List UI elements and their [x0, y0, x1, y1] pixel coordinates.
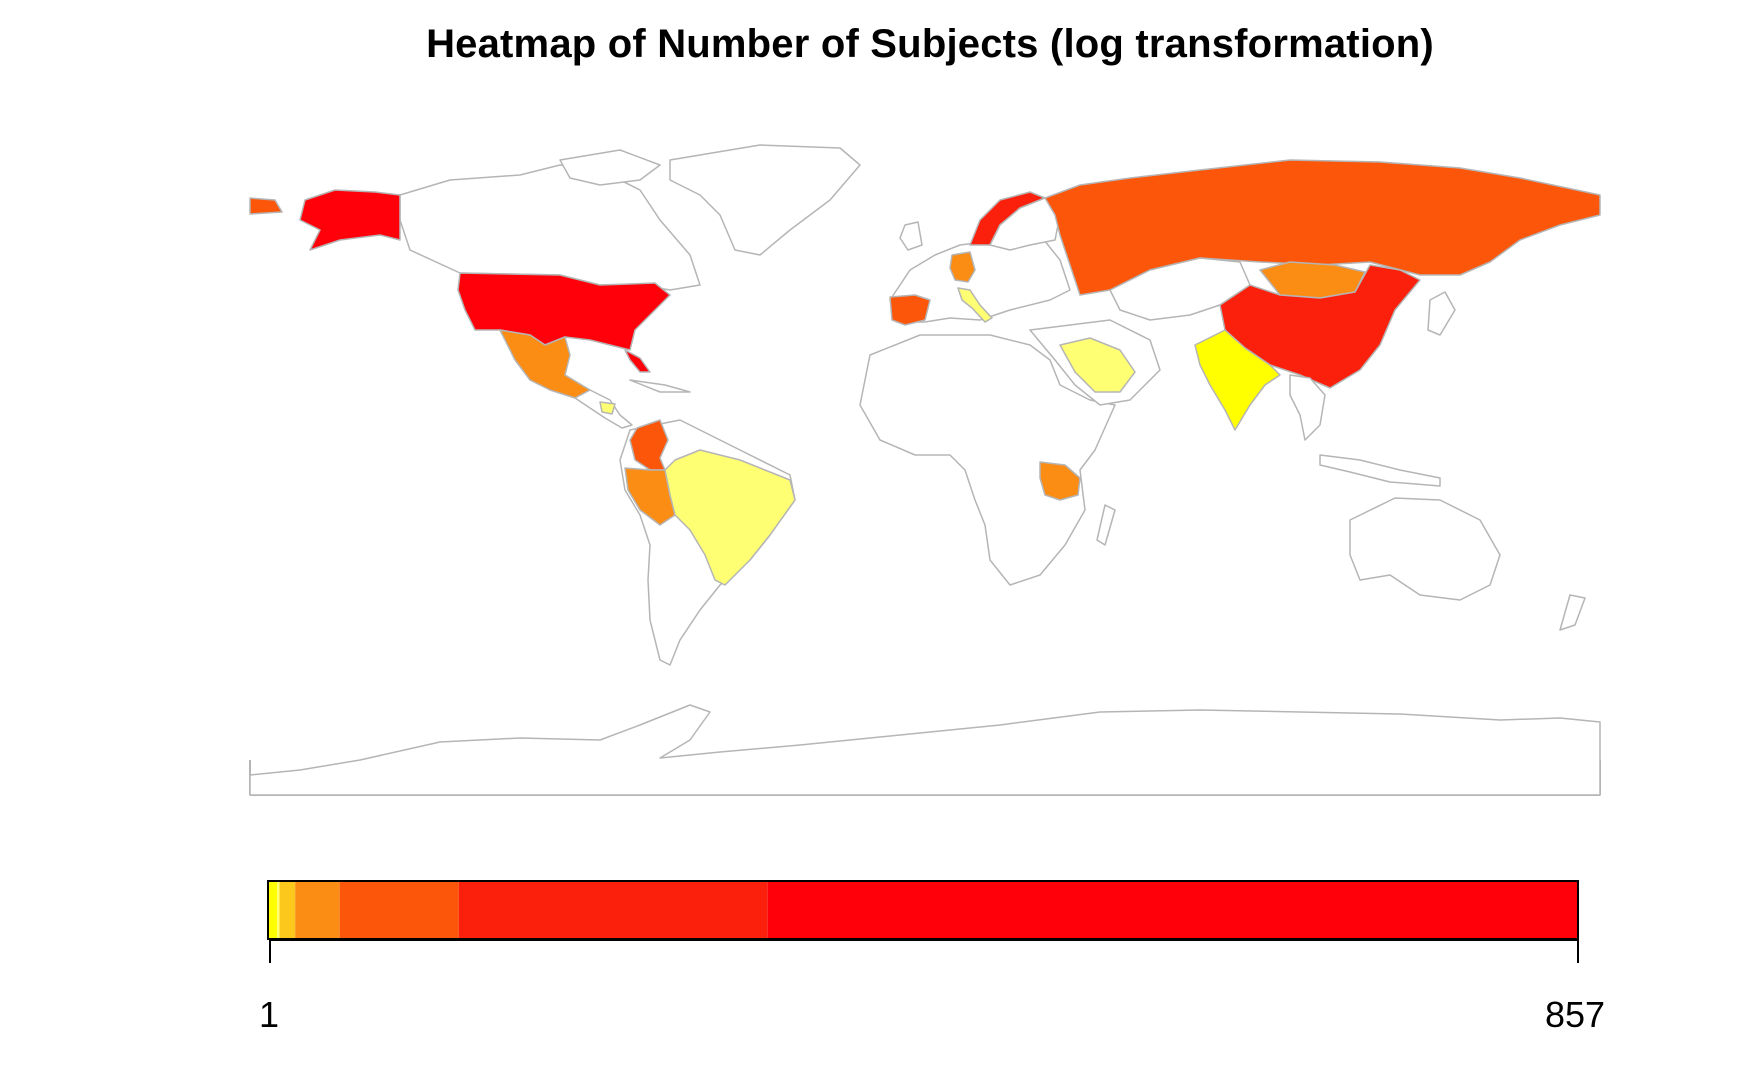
saudi-arabia-shape	[1059, 337, 1136, 393]
chukotka-west-shape	[249, 197, 283, 215]
southeast-asia-shape	[1289, 374, 1326, 441]
legend-band	[767, 882, 1578, 938]
japan-shape	[1427, 291, 1456, 336]
usa-shape	[457, 272, 671, 351]
legend-min-label: 1	[259, 994, 280, 1035]
australia-shape	[1349, 497, 1501, 601]
legend-band	[339, 882, 459, 938]
legend-max-label: 857	[1545, 994, 1606, 1035]
honduras-shape	[599, 401, 616, 415]
indonesia-shape	[1319, 454, 1441, 487]
canada-shape	[399, 164, 701, 291]
madagascar-shape	[1096, 504, 1116, 546]
africa-shape	[859, 334, 1116, 586]
mexico-shape	[499, 329, 591, 399]
legend-colorbar	[269, 882, 1578, 938]
brazil-shape	[664, 449, 796, 586]
legend-band	[277, 882, 280, 938]
legend-band	[269, 882, 277, 938]
india-shape	[1194, 329, 1281, 431]
florida-shape	[624, 349, 651, 373]
cuba-shape	[629, 379, 691, 393]
antarctica-shape	[249, 704, 1601, 796]
new-zealand-shape	[1559, 594, 1586, 631]
germany-shape	[949, 251, 976, 283]
legend-band	[279, 882, 296, 938]
map-title: Heatmap of Number of Subjects (log trans…	[426, 22, 1434, 66]
spain-shape	[889, 294, 931, 326]
legend-band	[295, 882, 340, 938]
uk-shape	[899, 221, 923, 251]
europe-shape	[889, 234, 1071, 323]
tanzania-shape	[1039, 461, 1081, 501]
italy-shape	[957, 287, 993, 323]
legend-band	[458, 882, 768, 938]
greenland-shape	[669, 144, 861, 256]
alaska-shape	[299, 189, 401, 251]
arctic-islands-shape	[559, 149, 661, 186]
